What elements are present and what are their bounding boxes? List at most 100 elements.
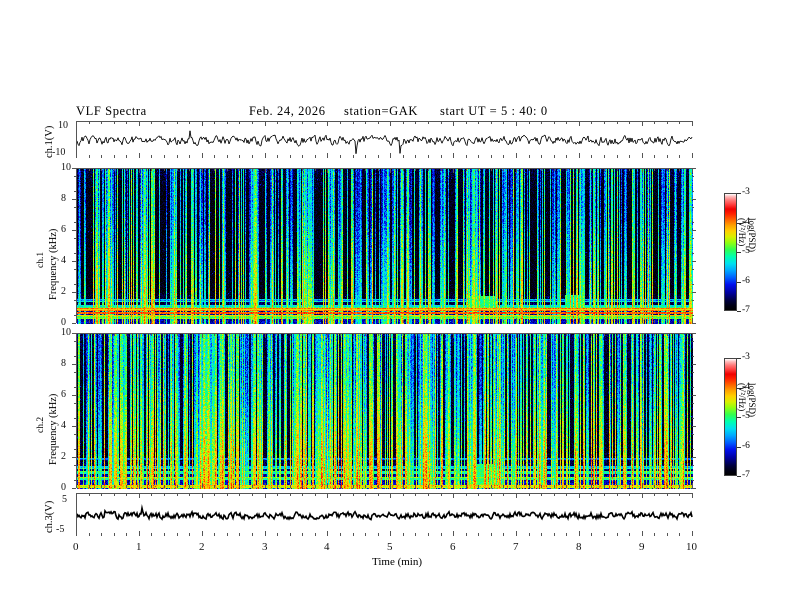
tick-mark — [74, 269, 76, 270]
tick-mark — [177, 155, 178, 158]
tick-mark — [415, 168, 416, 171]
tick-mark — [114, 485, 115, 488]
tick-mark — [126, 121, 127, 124]
tick-mark — [629, 533, 630, 536]
colorbar-ch2 — [724, 358, 737, 476]
tick-mark — [692, 372, 694, 373]
tick-mark — [74, 418, 76, 419]
tick-mark — [403, 493, 404, 496]
tick-mark — [74, 315, 76, 316]
tick-mark — [101, 333, 102, 336]
panel-ch3-timeseries — [76, 493, 693, 537]
tick-mark — [214, 320, 215, 323]
colorbar-tick-label: -4 — [742, 217, 750, 227]
tick-mark — [139, 121, 140, 126]
tick-mark — [265, 318, 266, 323]
figure-header: VLF Spectra Feb. 24, 2026 station=GAK st… — [0, 104, 792, 120]
tick-mark — [579, 318, 580, 323]
tick-mark — [604, 485, 605, 488]
tick-mark — [692, 253, 694, 254]
tick-mark — [114, 533, 115, 536]
colorbar-tick — [737, 417, 741, 418]
ytick-label: 10 — [61, 162, 71, 173]
tick-mark — [466, 533, 467, 536]
tick-mark — [227, 493, 228, 496]
tick-mark — [516, 483, 517, 488]
tick-mark — [579, 168, 580, 173]
tick-mark — [654, 320, 655, 323]
tick-mark — [604, 493, 605, 496]
tick-mark — [591, 121, 592, 124]
tick-mark — [390, 121, 391, 126]
tick-mark — [428, 320, 429, 323]
tick-mark — [202, 168, 203, 173]
tick-mark — [503, 155, 504, 158]
tick-mark — [126, 320, 127, 323]
tick-mark — [516, 168, 517, 173]
tick-mark — [478, 121, 479, 124]
tick-mark — [114, 493, 115, 496]
tick-mark — [654, 485, 655, 488]
tick-mark — [428, 155, 429, 158]
tick-mark — [617, 168, 618, 171]
tick-mark — [629, 493, 630, 496]
tick-mark — [503, 533, 504, 536]
tick-mark — [591, 493, 592, 496]
tick-mark — [177, 485, 178, 488]
tick-mark — [692, 426, 696, 427]
tick-mark — [101, 168, 102, 171]
tick-mark — [340, 320, 341, 323]
tick-mark — [227, 168, 228, 171]
tick-mark — [642, 121, 643, 126]
tick-mark — [516, 333, 517, 338]
tick-mark — [591, 333, 592, 336]
tick-mark — [74, 449, 76, 450]
tick-mark — [642, 493, 643, 498]
tick-mark — [74, 434, 76, 435]
tick-mark — [541, 168, 542, 171]
tick-mark — [177, 493, 178, 496]
panel-ch1-timeseries — [76, 121, 693, 159]
tick-mark — [692, 315, 694, 316]
tick-mark — [491, 320, 492, 323]
tick-mark — [667, 485, 668, 488]
tick-mark — [252, 333, 253, 336]
tick-mark — [604, 533, 605, 536]
panel-ch1-spec-ylabel-freq: Frequency (kHz) — [48, 228, 59, 300]
tick-mark — [604, 333, 605, 336]
tick-mark — [692, 168, 693, 173]
tick-mark — [415, 121, 416, 124]
tick-mark — [491, 121, 492, 124]
tick-mark — [76, 531, 77, 536]
tick-mark — [591, 485, 592, 488]
tick-mark — [541, 155, 542, 158]
tick-mark — [378, 320, 379, 323]
tick-mark — [692, 465, 694, 466]
tick-mark — [566, 533, 567, 536]
tick-mark — [679, 333, 680, 336]
xtick-label: 5 — [387, 541, 393, 553]
tick-mark — [340, 168, 341, 171]
tick-mark — [403, 333, 404, 336]
tick-mark — [529, 168, 530, 171]
tick-mark — [692, 292, 696, 293]
tick-mark — [390, 168, 391, 173]
tick-mark — [353, 121, 354, 124]
tick-mark — [239, 485, 240, 488]
tick-mark — [529, 320, 530, 323]
tick-mark — [74, 222, 76, 223]
tick-mark — [74, 191, 76, 192]
tick-mark — [353, 485, 354, 488]
tick-mark — [76, 168, 77, 173]
tick-mark — [503, 493, 504, 496]
tick-mark — [403, 121, 404, 124]
tick-mark — [478, 333, 479, 336]
tick-mark — [290, 121, 291, 124]
tick-mark — [378, 493, 379, 496]
xtick-label: 2 — [199, 541, 205, 553]
tick-mark — [89, 168, 90, 171]
tick-mark — [415, 333, 416, 336]
tick-mark — [529, 533, 530, 536]
tick-mark — [76, 333, 77, 338]
tick-mark — [692, 387, 694, 388]
